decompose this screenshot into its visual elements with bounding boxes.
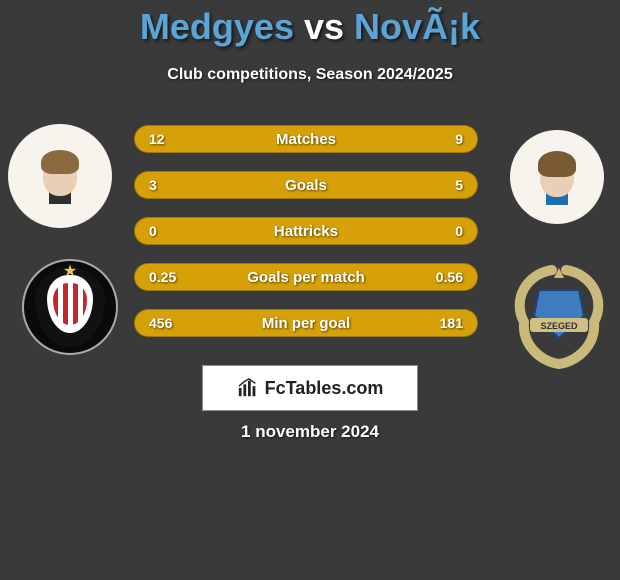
stat-row: 0 Hattricks 0	[134, 217, 478, 245]
stat-label: Hattricks	[135, 223, 477, 240]
chart-icon	[237, 377, 259, 399]
stat-row: 12 Matches 9	[134, 125, 478, 153]
stat-label: Matches	[135, 131, 477, 148]
brand-badge: FcTables.com	[202, 365, 418, 411]
brand-text: FcTables.com	[265, 378, 384, 399]
crest-right: SZEGED	[506, 260, 612, 370]
crest-left: ★	[22, 259, 118, 355]
stat-label: Goals per match	[135, 269, 477, 286]
player-right-head	[540, 157, 574, 197]
crest-right-svg: SZEGED	[506, 260, 612, 370]
page-title: Medgyes vs NovÃ¡k	[0, 0, 620, 48]
title-left: Medgyes	[140, 6, 294, 47]
crest-left-shield: ★	[35, 267, 105, 347]
stat-row: 456 Min per goal 181	[134, 309, 478, 337]
stats-area: 12 Matches 9 3 Goals 5 0 Hattricks 0 0.2…	[134, 125, 478, 355]
player-right-avatar	[510, 130, 604, 224]
stat-row: 3 Goals 5	[134, 171, 478, 199]
stat-label: Min per goal	[135, 315, 477, 332]
star-icon: ★	[63, 261, 77, 281]
crest-right-label: SZEGED	[540, 321, 578, 331]
crest-left-stripes	[53, 283, 87, 325]
date-text: 1 november 2024	[0, 422, 620, 442]
title-right: NovÃ¡k	[354, 6, 480, 47]
stat-row: 0.25 Goals per match 0.56	[134, 263, 478, 291]
stat-label: Goals	[135, 177, 477, 194]
player-left-head	[43, 156, 77, 196]
subtitle: Club competitions, Season 2024/2025	[0, 66, 620, 84]
title-vs: vs	[304, 6, 344, 47]
player-left-avatar	[8, 124, 112, 228]
